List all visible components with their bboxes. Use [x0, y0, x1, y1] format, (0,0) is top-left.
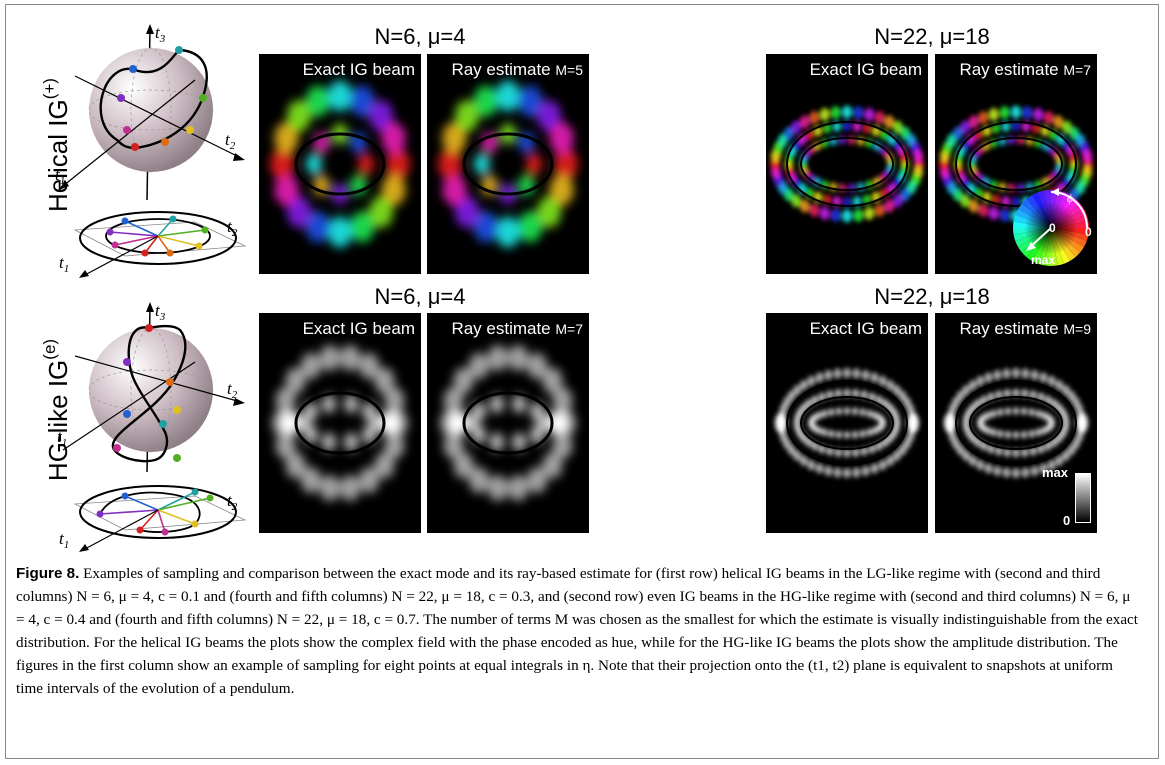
panel-label: Ray estimate M=7 — [959, 60, 1091, 79]
t1-label: t1 — [55, 165, 65, 187]
beam-panel-helical-2: Ray estimate M=5 — [427, 54, 589, 274]
t2-label: t2 — [227, 379, 238, 401]
t2-plane-label: t2 — [227, 491, 238, 513]
scalebar-max-label: max — [1042, 465, 1069, 480]
amplitude-scalebar — [1075, 473, 1091, 523]
t3-arrow — [146, 24, 154, 34]
t2-arrow — [233, 153, 245, 161]
projection-ellipse — [79, 211, 237, 265]
panel-label: Ray estimate M=9 — [959, 319, 1091, 338]
beam-image — [272, 345, 408, 501]
t2-axis — [74, 75, 242, 159]
beam-panel-helical-4: Ray estimate M=7 ϕ 0 0 max — [935, 54, 1097, 274]
svg-text:0: 0 — [1085, 225, 1092, 239]
panel-label: Exact IG beam — [809, 319, 922, 338]
beam-image — [944, 367, 1088, 479]
beam-panel-helical-3: Exact IG beam — [766, 54, 928, 274]
figure-frame — [5, 4, 1159, 759]
sphere-svg: t3 t2 t1 t2 t1 — [57, 301, 247, 552]
beam-panel-hg-3: Exact IG beam — [766, 313, 928, 533]
svg-text:max: max — [1031, 253, 1055, 267]
panel-label: Exact IG beam — [302, 319, 415, 338]
panel-label: Ray estimate M=5 — [451, 60, 583, 79]
group-title: N=22, μ=18 — [874, 24, 990, 49]
beam-image — [270, 80, 410, 248]
sphere-diagram-hg-like: t3 t2 t1 t2 t1 — [55, 282, 255, 557]
caption-text: Examples of sampling and comparison betw… — [16, 565, 1139, 697]
projection-plane — [73, 221, 247, 257]
figure-caption: Figure 8. Examples of sampling and compa… — [16, 562, 1141, 700]
panel-label: Exact IG beam — [809, 60, 922, 79]
t3-label: t3 — [155, 301, 166, 323]
sphere-diagram-helical: t3 t2 t1 t2 t1 — [55, 10, 255, 280]
phase-colorwheel: ϕ 0 0 max — [1013, 188, 1092, 267]
beam-image — [770, 105, 924, 223]
panel-label: Exact IG beam — [302, 60, 415, 79]
svg-text:ϕ: ϕ — [1067, 191, 1073, 205]
beam-image — [440, 345, 576, 501]
caption-figure-number: Figure 8. — [16, 565, 80, 582]
beam-panel-hg-2: Ray estimate M=7 — [427, 313, 589, 533]
scalebar-zero-label: 0 — [1063, 513, 1071, 528]
group-title: N=22, μ=18 — [874, 284, 990, 309]
t1-arrow — [59, 180, 69, 190]
beam-panel-hg-1: Exact IG beam — [259, 313, 421, 533]
t3-label: t3 — [155, 23, 166, 45]
t2-label: t2 — [225, 130, 236, 152]
t1-plane-label: t1 — [59, 253, 69, 275]
sphere-svg: t3 t2 t1 t2 t1 — [55, 23, 247, 278]
beam-image — [775, 367, 919, 479]
group-title: N=6, μ=4 — [374, 284, 466, 309]
svg-text:0: 0 — [1049, 221, 1056, 235]
beam-image — [438, 80, 578, 248]
panel-label: Ray estimate M=7 — [451, 319, 583, 338]
beam-panel-hg-4: Ray estimate M=9 max 0 — [935, 313, 1097, 533]
t1-plane-label: t1 — [59, 529, 69, 551]
t2-plane-label: t2 — [227, 217, 238, 239]
t1-label: t1 — [57, 427, 67, 449]
beam-panel-helical-1: Exact IG beam — [259, 54, 421, 274]
group-title: N=6, μ=4 — [374, 24, 466, 49]
sphere — [89, 48, 213, 172]
